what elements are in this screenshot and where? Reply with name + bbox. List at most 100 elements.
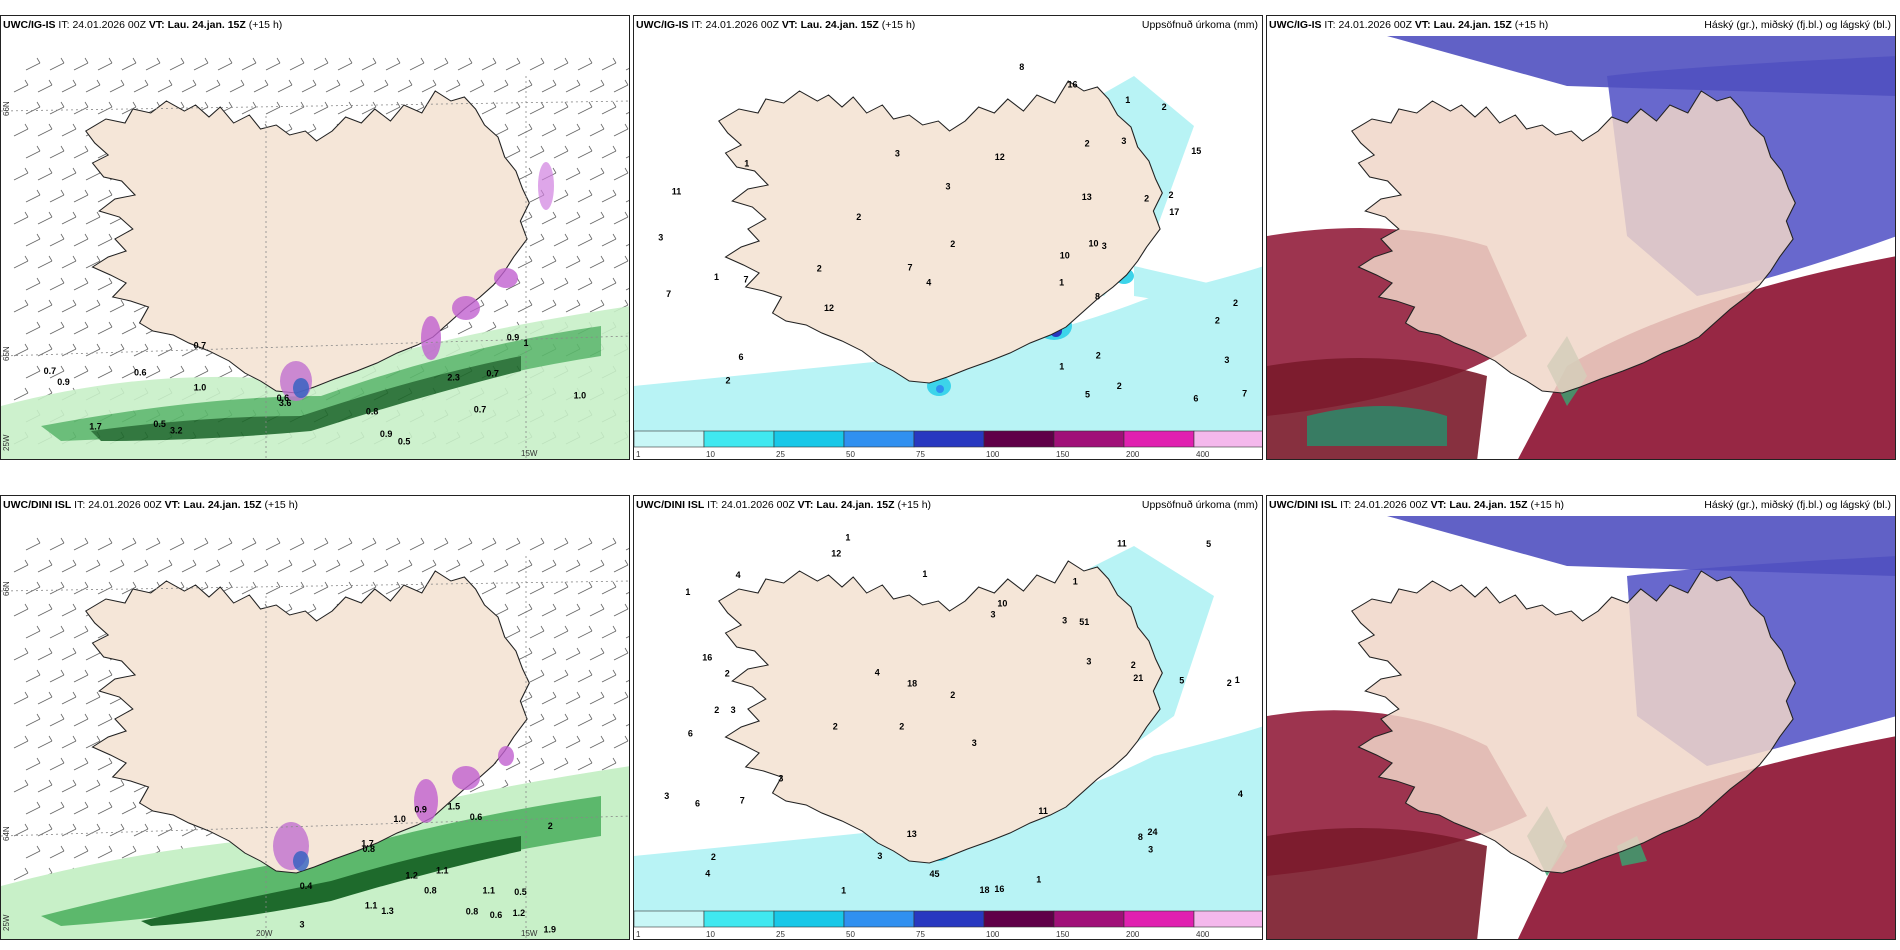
wind-barb-flag xyxy=(24,559,29,566)
wind-barb-flag xyxy=(132,581,137,588)
value-label: 2 xyxy=(725,669,730,679)
wind-barb-flag xyxy=(60,277,65,284)
wind-barb xyxy=(13,84,29,93)
value-label: 2 xyxy=(1169,190,1174,200)
wind-barb xyxy=(505,586,521,595)
wind-barb-flag xyxy=(600,299,605,306)
wind-barb xyxy=(97,850,113,859)
wind-barb-flag xyxy=(84,277,89,284)
wind-barb-flag xyxy=(228,365,233,372)
wind-barb-flag xyxy=(312,559,317,566)
wind-barb-flag xyxy=(108,801,113,808)
it-value: 24.01.2026 00Z xyxy=(88,499,162,511)
wind-barb xyxy=(541,652,557,661)
wind-barb xyxy=(517,740,533,749)
wind-barb xyxy=(517,128,533,137)
wind-barb xyxy=(25,194,41,203)
wind-barb-flag xyxy=(60,537,65,544)
wind-barb-flag xyxy=(540,581,545,588)
wind-barb xyxy=(25,630,41,639)
panel-precip-bottom: UWC/DINI ISL IT: 24.01.2026 00Z VT: Lau.… xyxy=(633,495,1263,940)
wind-barb-flag xyxy=(348,101,353,108)
wind-barb-flag xyxy=(612,757,617,764)
wind-barb xyxy=(613,260,629,269)
precip-title: Uppsöfnuð úrkoma (mm) xyxy=(1141,499,1258,511)
wind-barb-flag xyxy=(36,845,41,852)
wind-barb-flag xyxy=(36,801,41,808)
wind-barb-flag xyxy=(264,79,269,86)
wind-barb-flag xyxy=(276,581,281,588)
wind-barb xyxy=(97,370,113,379)
wind-barb-flag xyxy=(36,757,41,764)
wind-barb xyxy=(445,564,461,573)
wind-barb xyxy=(85,784,101,793)
wind-barb-flag xyxy=(72,343,77,350)
wind-barb-flag xyxy=(108,233,113,240)
wind-barb-flag xyxy=(348,57,353,64)
wind-barb-flag xyxy=(468,57,473,64)
wind-barb xyxy=(229,564,245,573)
wind-barb-flag xyxy=(84,321,89,328)
wind-barb xyxy=(25,370,41,379)
value-label: 4 xyxy=(926,277,931,287)
wind-barb-flag xyxy=(60,321,65,328)
wind-barb-flag xyxy=(540,101,545,108)
value-label: 18 xyxy=(980,885,990,895)
wind-barb xyxy=(13,872,29,881)
wind-barb-flag xyxy=(60,581,65,588)
wind-barb-flag xyxy=(540,277,545,284)
wind-barb xyxy=(37,128,53,137)
wind-barb-flag xyxy=(576,647,581,654)
wind-barb-flag xyxy=(576,79,581,86)
wind-barb xyxy=(505,282,521,291)
wind-barb xyxy=(49,762,65,771)
wind-barb-flag xyxy=(216,559,221,566)
value-label: 24 xyxy=(1148,827,1158,837)
wind-barb-flag xyxy=(396,581,401,588)
wind-barb-flag xyxy=(324,581,329,588)
wind-barb xyxy=(85,828,101,837)
wind-barb-flag xyxy=(576,603,581,610)
colorbar-tick: 400 xyxy=(1196,930,1210,939)
value-label: 2 xyxy=(856,212,861,222)
wind-barb-flag xyxy=(600,691,605,698)
wind-barb xyxy=(553,194,569,203)
wind-barb-flag xyxy=(504,299,509,306)
wind-barb xyxy=(13,564,29,573)
wind-barb-flag xyxy=(300,581,305,588)
value-label: 0.4 xyxy=(300,881,313,891)
wind-barb-flag xyxy=(84,845,89,852)
panel-header: UWC/DINI ISL IT: 24.01.2026 00Z VT: Lau.… xyxy=(636,499,931,511)
wind-barb xyxy=(529,718,545,727)
wind-barb-flag xyxy=(204,57,209,64)
wind-barb-flag xyxy=(84,669,89,676)
wind-barb-flag xyxy=(204,101,209,108)
wind-barb xyxy=(85,740,101,749)
wind-barb xyxy=(61,696,77,705)
wind-barb xyxy=(613,128,629,137)
wind-barb-flag xyxy=(576,211,581,218)
wind-barb-flag xyxy=(132,321,137,328)
wind-barb xyxy=(13,392,29,401)
wind-barb-flag xyxy=(36,365,41,372)
wind-barb xyxy=(73,326,89,335)
vt-label: VT: xyxy=(1414,19,1431,31)
wind-barb xyxy=(73,106,89,115)
value-label: 2 xyxy=(1233,298,1238,308)
ice-blobs xyxy=(280,162,554,401)
wind-barb xyxy=(49,62,65,71)
wind-barb-flag xyxy=(588,669,593,676)
model-name: UWC/IG-IS xyxy=(3,19,56,31)
value-label: 2 xyxy=(1162,102,1167,112)
wind-barb xyxy=(457,62,473,71)
wind-barb-flag xyxy=(108,101,113,108)
wind-barb-flag xyxy=(624,559,629,566)
it-label: IT: xyxy=(1324,19,1336,31)
wind-barb xyxy=(361,62,377,71)
wind-barb xyxy=(421,564,437,573)
wind-barb xyxy=(589,696,605,705)
wind-barb-flag xyxy=(600,735,605,742)
colorbar-cell xyxy=(773,430,845,448)
vt-value: Lau. 24.jan. 15Z xyxy=(816,499,895,511)
